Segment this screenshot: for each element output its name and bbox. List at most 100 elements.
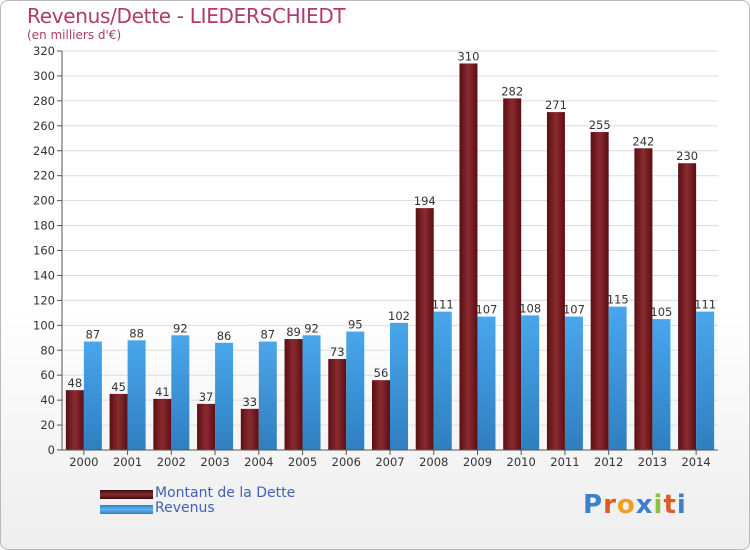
data-label-dette: 45 bbox=[111, 380, 126, 394]
bar-dette bbox=[284, 339, 303, 450]
data-label-dette: 242 bbox=[632, 134, 654, 148]
chart-subtitle: (en milliers d'€) bbox=[27, 28, 122, 42]
data-label-dette: 271 bbox=[545, 98, 567, 112]
data-label-revenus: 105 bbox=[650, 305, 672, 319]
bar-dette bbox=[65, 390, 84, 450]
data-label-dette: 89 bbox=[286, 325, 301, 339]
chart-title: Revenus/Dette - LIEDERSCHIEDT bbox=[27, 4, 346, 28]
data-label-dette: 33 bbox=[242, 395, 257, 409]
data-label-dette: 310 bbox=[457, 49, 479, 63]
axis-layer: 0 20 40 60 80 100 120 140 160 180 200 220 240 260 280 3… bbox=[33, 44, 718, 469]
bar-dette bbox=[459, 63, 478, 450]
x-tick-label: 2004 bbox=[244, 455, 273, 469]
bar-dette bbox=[590, 132, 609, 450]
y-tick-label: 300 bbox=[33, 69, 55, 83]
bar-dette bbox=[109, 393, 128, 450]
data-label-dette: 73 bbox=[330, 345, 345, 359]
bar-revenus bbox=[258, 341, 277, 450]
data-label-dette: 194 bbox=[414, 194, 436, 208]
y-tick-label: 100 bbox=[33, 318, 55, 332]
bar-revenus bbox=[215, 342, 234, 450]
proxiti-logo: Proxiti bbox=[583, 490, 687, 520]
bar-dette bbox=[678, 163, 697, 450]
data-label-revenus: 88 bbox=[129, 326, 144, 340]
x-tick-label: 2007 bbox=[375, 455, 404, 469]
logo-letter: i bbox=[653, 490, 664, 520]
y-tick-label: 20 bbox=[40, 418, 55, 432]
x-tick-label: 2000 bbox=[69, 455, 98, 469]
bar-revenus bbox=[608, 306, 627, 450]
data-label-revenus: 108 bbox=[519, 301, 541, 315]
data-label-revenus: 87 bbox=[260, 328, 275, 342]
x-tick-label: 2009 bbox=[463, 455, 492, 469]
bar-revenus bbox=[696, 311, 715, 450]
x-tick-label: 2005 bbox=[288, 455, 317, 469]
x-tick-label: 2008 bbox=[419, 455, 448, 469]
data-label-revenus: 86 bbox=[217, 329, 232, 343]
y-tick-label: 240 bbox=[33, 144, 55, 158]
logo-letter: t bbox=[663, 490, 677, 520]
x-tick-label: 2014 bbox=[681, 455, 710, 469]
bar-dette bbox=[546, 112, 565, 451]
y-tick-label: 40 bbox=[40, 393, 55, 407]
logo-letter: r bbox=[603, 490, 617, 520]
bar-revenus bbox=[171, 335, 190, 450]
bar-dette bbox=[153, 398, 172, 450]
y-tick-label: 120 bbox=[33, 293, 55, 307]
legend-swatch-dette bbox=[100, 490, 153, 499]
data-label-revenus: 107 bbox=[475, 303, 497, 317]
data-label-revenus: 115 bbox=[607, 293, 629, 307]
y-tick-label: 80 bbox=[40, 343, 55, 357]
bar-revenus bbox=[652, 319, 671, 450]
y-tick-label: 160 bbox=[33, 244, 55, 258]
bar-dette bbox=[372, 380, 390, 450]
data-label-dette: 41 bbox=[155, 385, 170, 399]
bar-dette bbox=[197, 403, 216, 450]
y-tick-label: 180 bbox=[33, 219, 55, 233]
x-tick-label: 2012 bbox=[594, 455, 623, 469]
data-label-revenus: 111 bbox=[432, 298, 454, 312]
x-tick-label: 2011 bbox=[550, 455, 579, 469]
data-label-revenus: 102 bbox=[388, 309, 410, 323]
x-tick-label: 2006 bbox=[332, 455, 361, 469]
data-label-dette: 282 bbox=[501, 84, 523, 98]
logo-letter: i bbox=[676, 490, 687, 520]
bar-revenus bbox=[521, 315, 540, 450]
bar-revenus bbox=[433, 311, 452, 450]
logo-letter: x bbox=[635, 490, 654, 520]
bar-dette bbox=[328, 358, 347, 450]
y-tick-label: 260 bbox=[33, 119, 55, 133]
bar-revenus bbox=[390, 322, 408, 450]
bar-dette bbox=[503, 98, 522, 450]
data-label-revenus: 111 bbox=[694, 298, 716, 312]
data-label-dette: 48 bbox=[68, 376, 83, 390]
x-tick-label: 2002 bbox=[157, 455, 186, 469]
data-label-dette: 255 bbox=[589, 118, 611, 132]
data-label-revenus: 92 bbox=[304, 321, 319, 335]
x-tick-label: 2003 bbox=[200, 455, 229, 469]
data-label-dette: 230 bbox=[676, 149, 698, 163]
y-tick-label: 60 bbox=[40, 368, 55, 382]
bar-dette bbox=[240, 408, 259, 450]
y-tick-label: 280 bbox=[33, 94, 55, 108]
y-tick-label: 220 bbox=[33, 169, 55, 183]
x-tick-label: 2013 bbox=[638, 455, 667, 469]
data-label-dette: 56 bbox=[374, 366, 389, 380]
x-tick-label: 2001 bbox=[113, 455, 142, 469]
y-tick-label: 140 bbox=[33, 268, 55, 282]
logo-letter: P bbox=[583, 490, 604, 520]
bar-dette bbox=[415, 208, 434, 450]
y-tick-label: 200 bbox=[33, 194, 55, 208]
bar-revenus bbox=[83, 341, 102, 450]
bar-revenus bbox=[477, 316, 496, 450]
data-label-revenus: 95 bbox=[348, 318, 363, 332]
bar-revenus bbox=[346, 331, 365, 450]
bar-revenus bbox=[127, 340, 146, 450]
logo-letter: o bbox=[616, 490, 636, 520]
bar-revenus bbox=[302, 335, 321, 450]
data-label-dette: 37 bbox=[199, 390, 214, 404]
y-tick-label: 0 bbox=[48, 443, 55, 457]
bar-dette bbox=[634, 148, 653, 450]
y-tick-label: 320 bbox=[33, 44, 55, 58]
